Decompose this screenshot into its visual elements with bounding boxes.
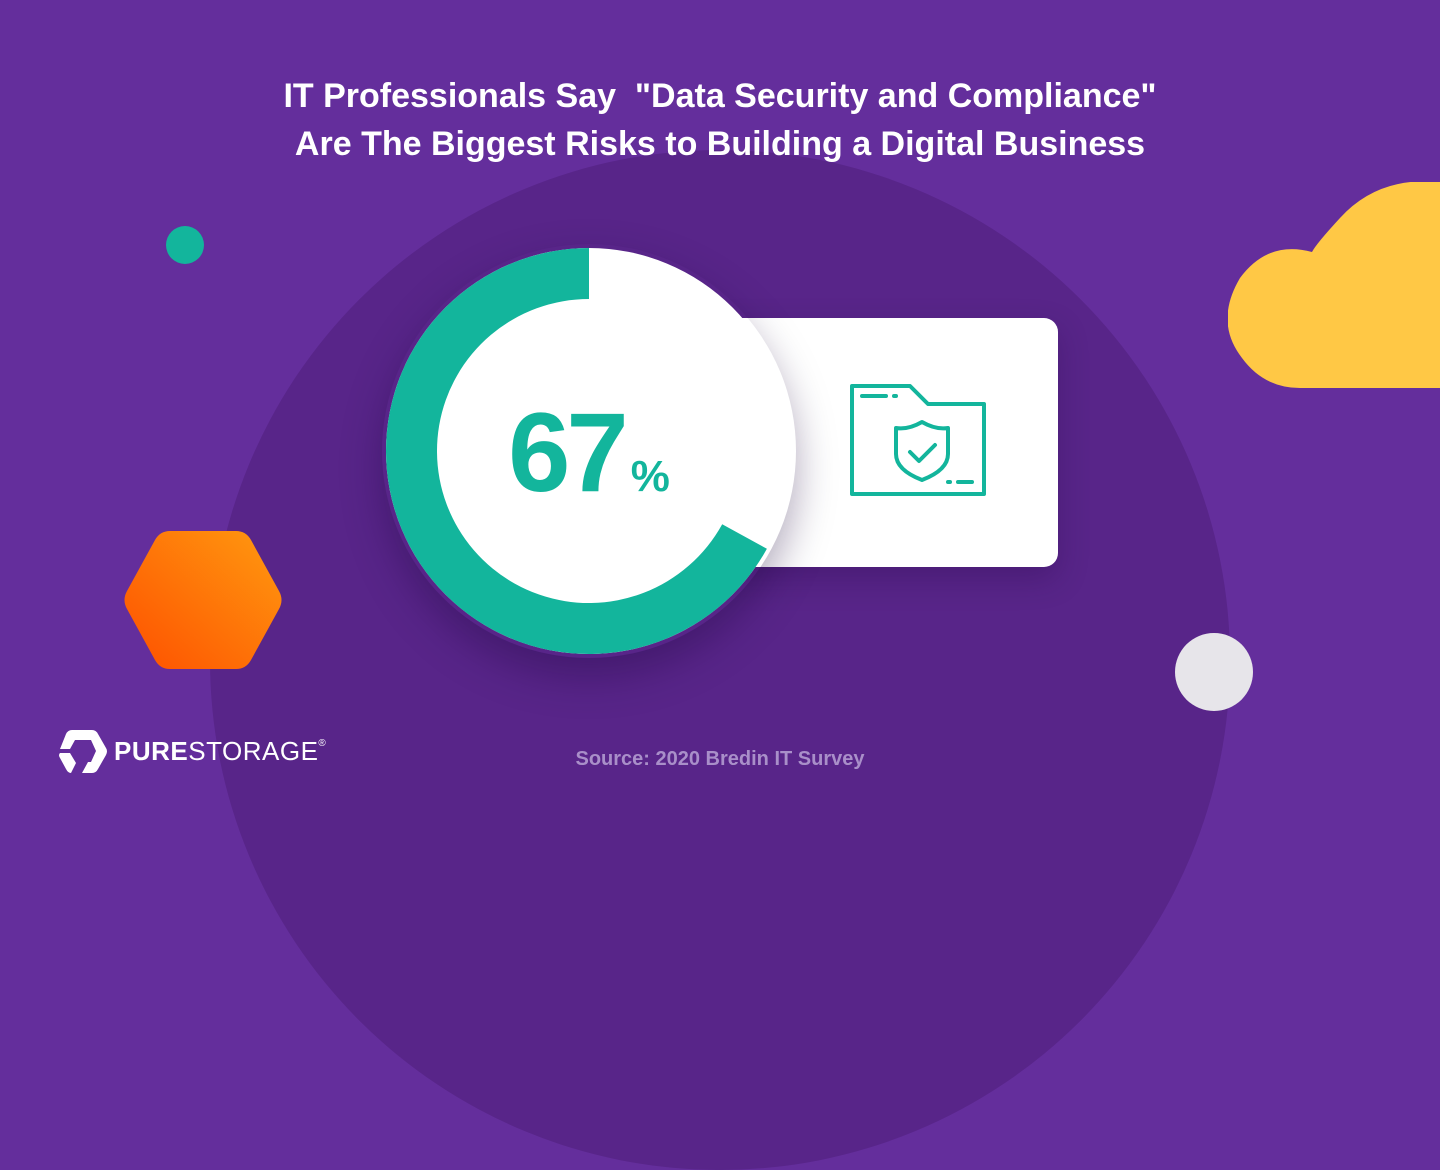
percent-value: 67 <box>508 390 629 515</box>
percent-label: 67% <box>382 394 796 512</box>
donut-chart: 67% <box>382 244 796 658</box>
logo-registered-mark: ® <box>318 737 327 749</box>
cloud-icon <box>1228 182 1440 388</box>
hexagon-decoration <box>124 531 282 669</box>
white-dot-decoration <box>1175 633 1253 711</box>
source-note: Source: 2020 Bredin IT Survey <box>575 748 865 770</box>
donut-svg <box>386 248 792 654</box>
title-line-2: Are The Biggest Risks to Building a Digi… <box>294 125 1146 163</box>
percent-symbol: % <box>630 452 670 501</box>
logo-text-storage: STORAGE <box>188 735 319 766</box>
donut-remainder <box>386 248 792 654</box>
teal-dot-decoration <box>166 226 204 264</box>
logo-text-pure: PURE <box>114 735 189 766</box>
title-line-1: IT Professionals Say "Data Security and … <box>283 77 1157 115</box>
page-title: IT Professionals Say "Data Security and … <box>0 72 1440 168</box>
pure-storage-logo: PURESTORAGE® <box>58 728 326 774</box>
folder-shield-check-icon <box>850 384 986 496</box>
pure-storage-logo-icon <box>59 730 107 773</box>
